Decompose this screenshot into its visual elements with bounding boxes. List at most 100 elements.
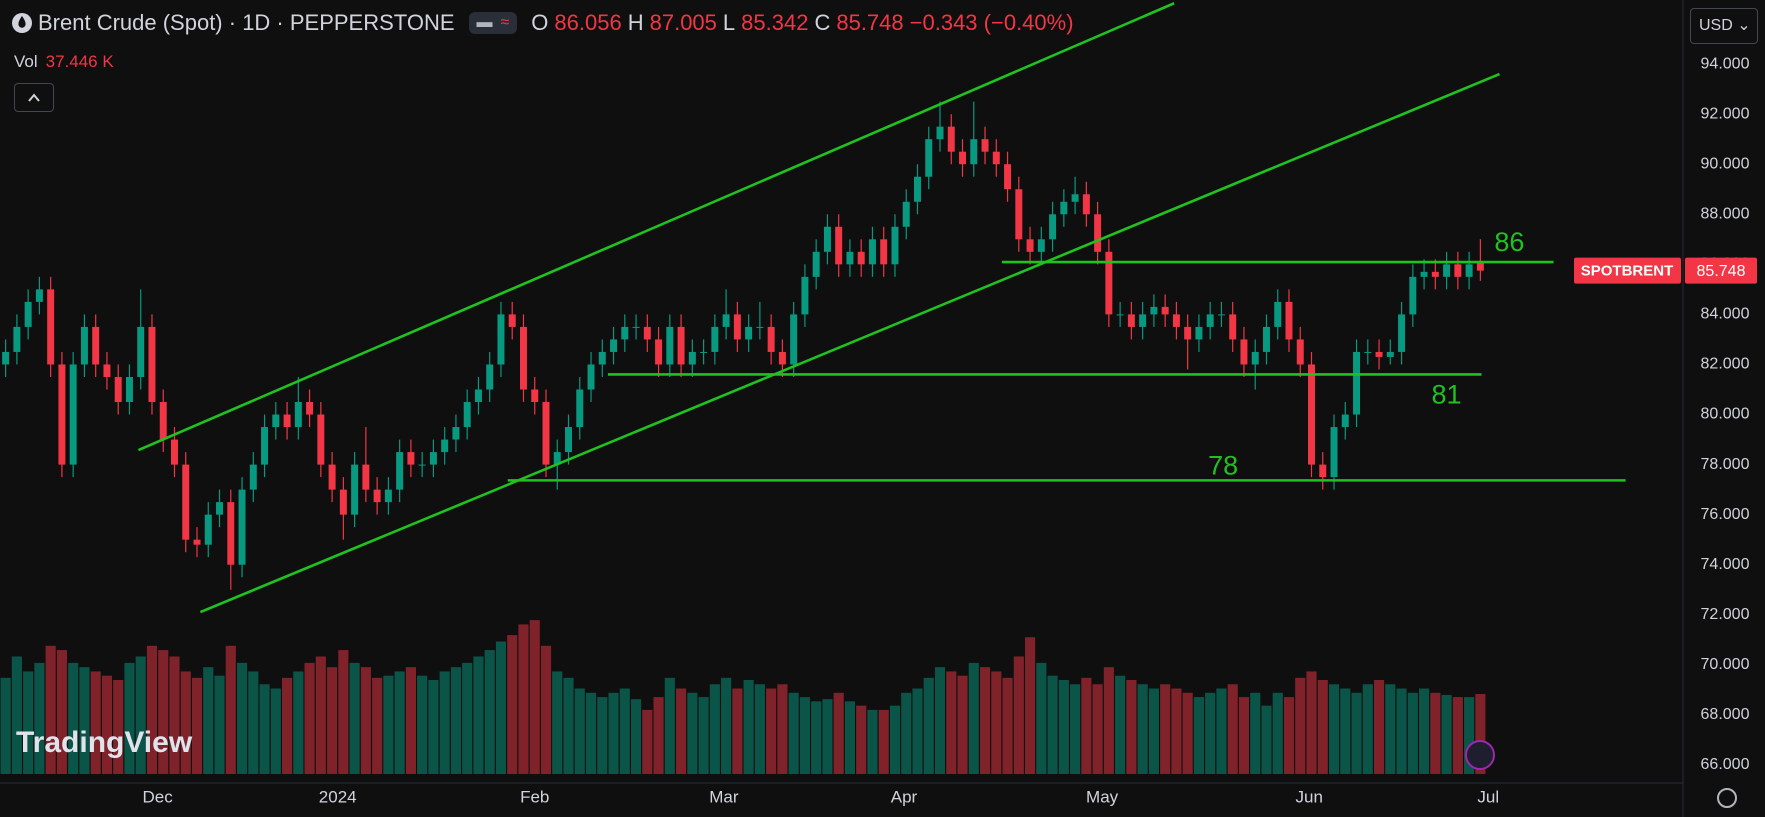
x-tick-label: Feb [520,787,549,806]
volume-bar [68,662,79,774]
candle-body [306,402,314,415]
candle-body [351,464,359,515]
volume-bar [462,662,473,774]
x-tick-label: Apr [891,787,918,806]
candle-body [1409,276,1417,315]
volume-bar [417,675,428,774]
candle-body [1274,301,1282,327]
volume-bar [1396,688,1407,774]
candle-body [857,251,865,265]
y-tick-label: 72.000 [1701,606,1750,623]
y-tick-label: 88.000 [1701,205,1750,222]
candle-body [846,251,854,265]
candle-body [1353,351,1361,415]
pill[interactable]: ▬ ≈ [468,12,518,34]
candle-body [69,364,77,465]
candle-body [1386,351,1394,357]
volume-bar [259,684,270,774]
candle-body [598,351,606,365]
candle-body [1172,314,1180,327]
volume-bar [428,679,439,774]
y-tick-label: 82.000 [1701,356,1750,373]
volume-bar [1115,675,1126,774]
volume-bar [833,692,844,774]
volume-bar [721,677,732,774]
volume-bar [473,656,484,774]
volume-bar [338,650,349,774]
currency-button[interactable]: USD ⌄ [1690,8,1758,44]
l-label: L [722,10,736,35]
candle-body [35,289,43,302]
candle-body [733,314,741,340]
candle-body [137,326,145,377]
volume-bar [563,677,574,774]
symbol[interactable]: Brent Crude (Spot) · 1D · PEPPERSTONE [38,10,455,35]
volume-bar [552,671,563,774]
vol-label: Vol [14,52,38,71]
volume-bar [349,662,360,774]
volume-bar [1385,684,1396,774]
price-badge-label: 85.748 [1697,263,1746,280]
volume-bar [856,705,867,774]
candle-body [1094,214,1102,252]
volume-bar [1171,688,1182,774]
candle-body [249,464,257,490]
volume-bar [934,667,946,774]
candle-body [283,414,291,428]
volume-bar [799,697,810,774]
y-tick-label: 70.000 [1701,656,1750,673]
candle-body [947,126,955,152]
volume-bar [23,671,34,774]
candle-body [1139,314,1147,327]
brand: TradingView [16,726,193,759]
volume-bar [1013,656,1024,774]
candle-body [407,452,415,465]
volume-bar [270,688,281,774]
volume-bar [540,645,552,774]
volume-bar [1452,697,1463,774]
candle-body [114,376,122,403]
candle-body [272,414,280,428]
volume-bar [1160,684,1171,774]
x-tick-label: Dec [142,787,173,806]
o-label: O [531,10,549,35]
collapse-button[interactable] [14,83,54,112]
candle-body [936,126,944,140]
candle-body [1060,201,1068,215]
volume-bar [1205,692,1216,774]
volume-bar [766,688,777,774]
candle-body [227,502,235,565]
volume-bar [495,641,507,774]
volume-bar [405,667,416,774]
volume-bar [597,697,608,774]
candle-body [542,402,550,465]
c-value: 85.748 [836,10,904,35]
y-tick-label: 74.000 [1701,556,1750,573]
candle-body [700,351,708,353]
candle-body [767,326,775,352]
candle-body [125,376,133,403]
volume-bar [630,699,642,774]
candle-body [519,326,527,390]
volume-bar [1475,693,1486,774]
candle-body [1004,164,1012,190]
candle-body [486,364,494,390]
candle-body [373,489,381,503]
volume-bar [327,667,338,774]
volume-bar [180,671,191,774]
volume-bar [394,671,405,774]
candle-body [1229,314,1237,340]
volume-bar [979,667,991,774]
candle-body [823,226,831,252]
candle-body [868,239,876,265]
volume-bar [1148,688,1159,774]
y-tick-label: 90.000 [1701,155,1750,172]
y-tick-label: 68.000 [1701,706,1750,723]
candle-body [339,489,347,515]
y-tick-label: 84.000 [1701,306,1750,323]
volume-bar [101,675,113,774]
candle-body [508,314,516,327]
volume-bar [957,675,968,774]
volume-bar [0,677,11,774]
volume-bar [56,650,67,774]
